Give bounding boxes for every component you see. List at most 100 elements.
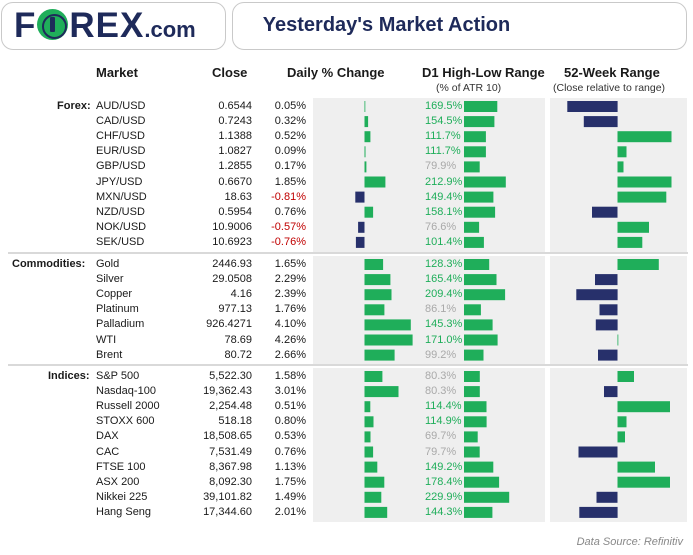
range-value: 69.7% [425,430,457,443]
close-value: 1.1388 [218,130,252,143]
daily-change-bar [364,116,369,128]
daily-change-value: 0.09% [274,145,306,158]
market-name: CAD/USD [96,115,146,128]
daily-change-bar [364,334,413,346]
close-value: 10.9006 [212,220,252,233]
range-value: 79.9% [425,160,457,173]
week52-bar [592,206,618,218]
daily-change-bar [364,386,399,398]
daily-change-value: 1.75% [274,475,306,488]
range-bar [464,221,480,233]
range-value: 80.3% [425,370,457,382]
market-name: S&P 500 [96,370,140,382]
range-value: 80.3% [425,385,457,398]
market-name: Copper [96,288,133,301]
daily-change-bar [364,131,371,143]
range-bar [464,101,498,112]
daily-change-bar [355,191,365,203]
market-name: Nikkei 225 [96,490,148,503]
col-subheader-range: (% of ATR 10) [436,82,502,94]
daily-change-bar [364,371,383,382]
market-name: Russell 2000 [96,400,160,413]
daily-change-value: 4.26% [274,333,306,346]
daily-change-value: 0.76% [274,445,306,458]
week52-bar [617,461,655,473]
range-bar [464,431,478,443]
daily-change-bar [364,206,374,218]
week52-bar [617,476,670,488]
daily-change-bar [364,349,395,361]
close-value: 39,101.82 [203,490,252,503]
week52-bar [583,116,618,128]
range-bar [464,386,480,398]
market-name: AUD/USD [96,100,146,112]
market-name: ASX 200 [96,475,140,488]
daily-change-bar [355,236,365,248]
week52-bar [595,274,618,286]
close-value: 5,522.30 [209,370,252,382]
daily-change-value: 0.17% [274,160,306,173]
range-bar [464,236,484,248]
market-name: Silver [96,273,124,286]
close-value: 1.0827 [218,145,252,158]
range-value: 212.9% [425,175,463,188]
market-name: Palladium [96,318,145,331]
close-value: 19,362.43 [203,385,252,398]
range-bar [464,446,480,458]
daily-change-panel [313,256,415,365]
range-bar [464,161,480,173]
range-value: 178.4% [425,475,463,488]
daily-change-value: 0.05% [274,100,306,112]
market-name: CAC [96,445,120,458]
col-header-close: Close [212,65,248,80]
range-value: 145.3% [425,318,463,331]
group-divider [8,252,688,254]
close-value: 518.18 [218,415,252,428]
week52-bar [617,401,670,413]
daily-change-value: 0.53% [274,430,306,443]
week52-bar [617,334,619,346]
week52-bar [617,416,627,428]
range-value: 209.4% [425,288,463,301]
market-name: SEK/USD [96,235,145,248]
daily-change-value: 0.51% [274,400,306,413]
daily-change-value: 0.52% [274,130,306,143]
group-divider [8,364,688,366]
col-header-52week: 52-Week Range [564,65,660,80]
range-bar [464,289,506,301]
daily-change-bar [364,176,386,188]
close-value: 0.7243 [218,115,252,128]
range-bar [464,491,510,503]
daily-change-bar [358,221,365,233]
range-bar [464,304,481,316]
daily-change-bar [364,304,385,316]
daily-change-bar [364,446,374,458]
market-name: CHF/USD [96,130,145,143]
daily-change-value: 1.65% [274,258,306,270]
daily-change-bar [364,319,411,331]
daily-change-value: -0.57% [271,220,306,233]
week52-bar [578,446,618,458]
market-name: NZD/USD [96,205,145,218]
range-bar [464,401,487,413]
close-value: 977.13 [218,303,252,316]
daily-change-value: 0.76% [274,205,306,218]
range-bar [464,349,484,361]
week52-bar [579,506,618,518]
close-value: 7,531.49 [209,445,252,458]
close-value: 8,367.98 [209,460,252,473]
range-bar [464,274,497,286]
range-value: 169.5% [425,100,463,112]
close-value: 0.6544 [218,100,252,112]
range-value: 86.1% [425,303,457,316]
week52-bar [604,386,618,398]
range-bar [464,506,493,518]
data-source-note: Data Source: Refinitiv [576,536,683,548]
market-name: DAX [96,430,119,443]
range-bar [464,176,506,188]
range-bar [464,416,487,428]
week52-bar [596,491,618,503]
range-value: 76.6% [425,220,457,233]
week52-panel [550,368,687,522]
daily-change-bar [364,259,384,270]
